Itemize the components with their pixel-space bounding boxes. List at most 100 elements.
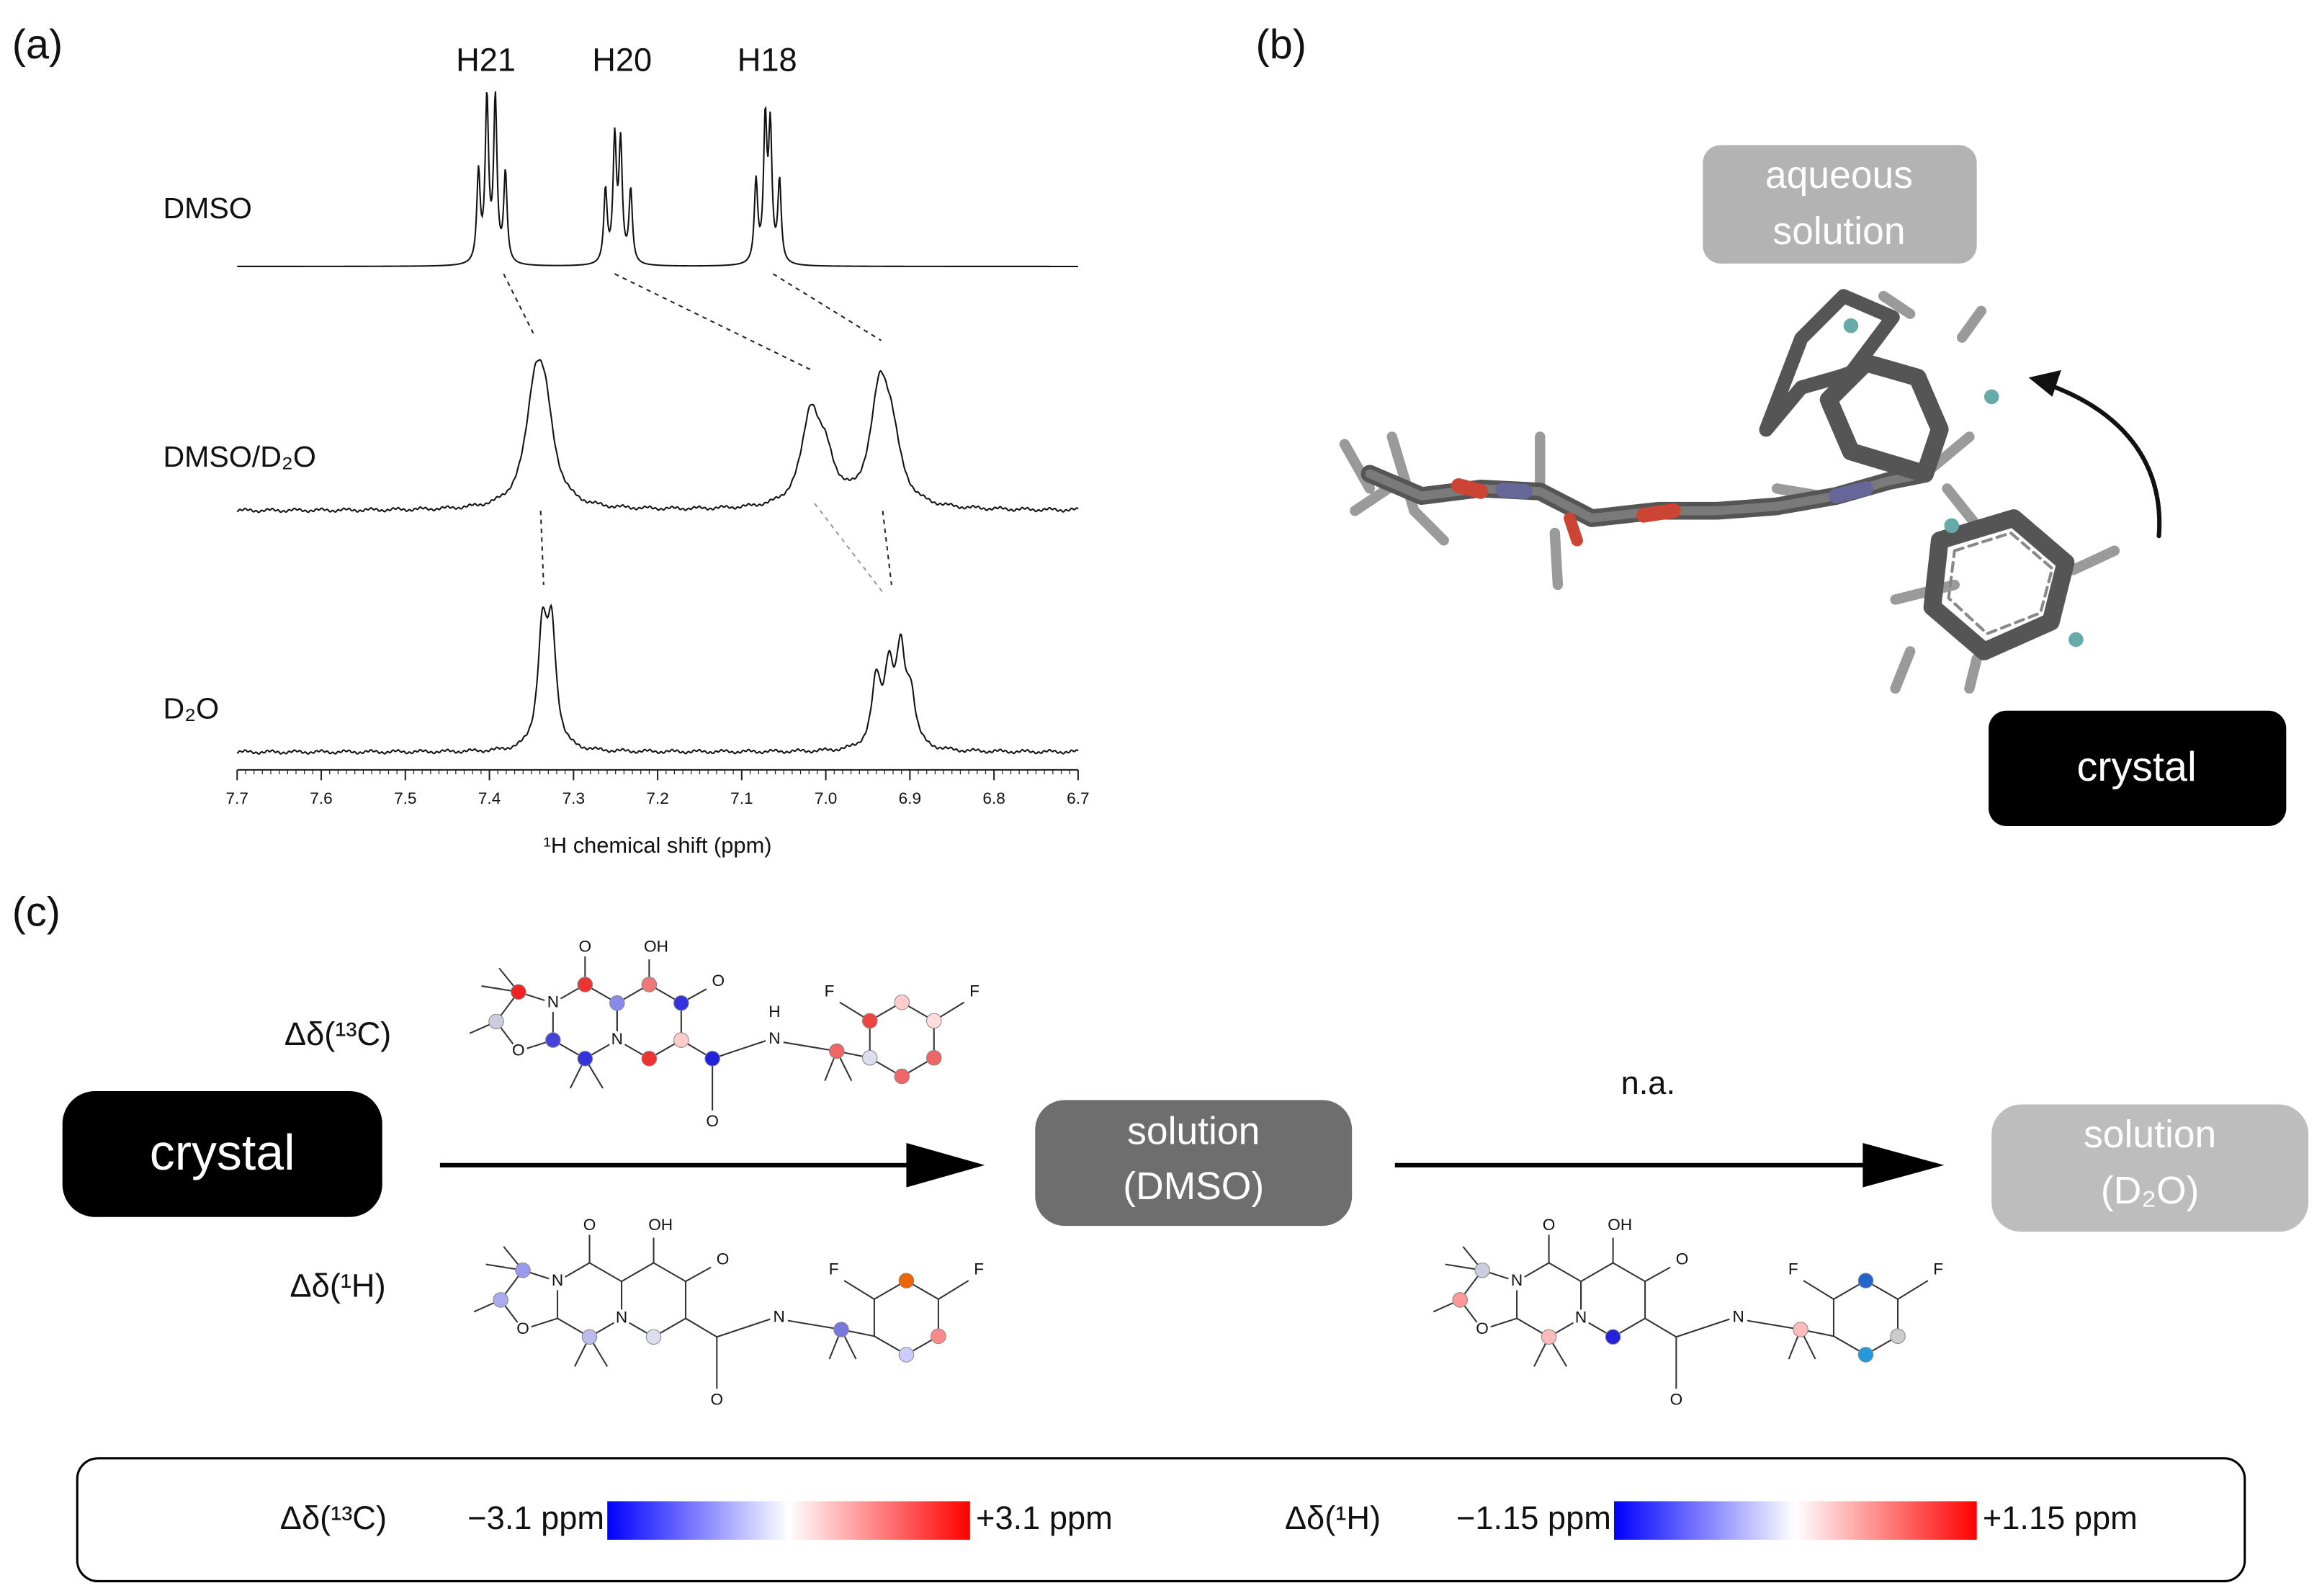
x-tick-label: 6.7: [1067, 789, 1089, 807]
atom-label-bg: [1540, 1216, 1558, 1235]
atom-label: N: [768, 1029, 780, 1047]
atom-label-bg: [1929, 1261, 1947, 1280]
atom-shift: [577, 1051, 593, 1067]
x-tick-label: 6.8: [982, 789, 1005, 807]
bond: [1803, 1280, 1834, 1300]
x-tick-label: 7.0: [815, 789, 837, 807]
x-tick-label: 7.3: [562, 789, 585, 807]
atom-label: O: [1670, 1391, 1683, 1409]
atom-label-bg: [770, 1309, 788, 1327]
arrow-head: [906, 1142, 985, 1188]
atom-shift: [1857, 1273, 1874, 1288]
atom-shift: [1890, 1328, 1906, 1345]
atom-label-bg: [707, 1391, 726, 1409]
atom-label: O: [516, 1319, 529, 1337]
molecule: O OH O N N O N O F F: [473, 1216, 988, 1409]
atom-shift: [704, 1051, 720, 1067]
molecule: O OH O N N O N O F F H: [469, 938, 984, 1131]
atom-shift: [493, 1292, 508, 1308]
atom-label: N: [616, 1309, 627, 1327]
ring: [869, 1001, 935, 1077]
x-tick-label: 7.1: [730, 789, 753, 807]
atom-label-bg: [1610, 1216, 1629, 1235]
atom-shift: [925, 1013, 942, 1029]
state-box: [1991, 1104, 2309, 1232]
atom-shift: [645, 1329, 662, 1345]
atom-label-bg: [651, 1216, 670, 1235]
atom-label-bg: [825, 1261, 843, 1280]
atom-label: O: [1676, 1250, 1689, 1268]
atom-label: O: [717, 1250, 730, 1268]
bond: [938, 1280, 969, 1300]
atom-label: O: [712, 972, 725, 990]
atom-label: F: [1788, 1260, 1798, 1278]
atom-label-bg: [714, 1251, 732, 1269]
peak-connectors: [503, 273, 892, 593]
atom-label: F: [1933, 1260, 1943, 1278]
peak-label: H20: [592, 41, 652, 78]
atom-label-bg: [1473, 1320, 1492, 1339]
state-box-text: solution: [1772, 210, 1905, 253]
atom-shift: [829, 1043, 845, 1059]
row-label: Δδ(¹H): [290, 1267, 385, 1304]
atom-label-bg: [580, 1216, 599, 1235]
atom-label: N: [547, 993, 559, 1011]
atom-label: N: [1733, 1308, 1744, 1326]
atom-label: O: [579, 938, 592, 956]
atom-label-bg: [969, 1261, 988, 1280]
atom-label: N: [1511, 1271, 1523, 1289]
atom-label: O: [512, 1041, 525, 1059]
legend-min: −3.1 ppm: [467, 1499, 604, 1536]
atom-shift: [1541, 1329, 1557, 1345]
atom-label-bg: [766, 1030, 784, 1049]
atom-label-bg: [766, 1003, 784, 1022]
state-box: [62, 1091, 382, 1217]
atom-shift: [861, 1049, 878, 1066]
state-box-text: crystal: [150, 1124, 295, 1180]
bond: [685, 1317, 717, 1338]
x-axis-label: ¹H chemical shift (ppm): [544, 833, 772, 858]
atom-shift: [1452, 1292, 1469, 1308]
atom-label-bg: [1729, 1309, 1748, 1327]
atom-shift: [577, 977, 593, 992]
legend-max: +3.1 ppm: [976, 1499, 1113, 1536]
state-box-text: solution: [2084, 1113, 2216, 1156]
atom-label-bg: [1673, 1251, 1691, 1269]
atom-label: F: [974, 1260, 984, 1278]
panel-label: (a): [12, 22, 63, 68]
atom-label: N: [773, 1308, 784, 1326]
atom-label-bg: [548, 1272, 567, 1291]
atom-shift: [581, 1329, 598, 1345]
state-box: [1035, 1100, 1353, 1227]
atom-label-bg: [612, 1309, 631, 1327]
ring: [1516, 1262, 1582, 1338]
peak-label: H18: [738, 41, 797, 78]
state-box: [1703, 145, 1977, 264]
atom-label-bg: [544, 994, 562, 1013]
nmr-trace: [236, 604, 1079, 756]
state-box: [1989, 710, 2287, 827]
atom-shift: [515, 1262, 531, 1278]
atom-label: O: [1476, 1319, 1489, 1337]
atom-label: N: [611, 1030, 623, 1048]
atom-label: O: [583, 1216, 596, 1234]
ring: [620, 1262, 687, 1338]
legend-label: Δδ(¹H): [1285, 1499, 1381, 1536]
atom-label-bg: [608, 1031, 627, 1049]
nmr-trace: [236, 359, 1079, 514]
color-bar: [607, 1501, 970, 1540]
atom-label: O: [706, 1112, 719, 1130]
atom-label-bg: [820, 982, 838, 1001]
atom-shift: [898, 1273, 915, 1288]
atom-label-bg: [1667, 1391, 1685, 1409]
atom-label: N: [1575, 1309, 1587, 1327]
atom-label-bg: [576, 938, 594, 956]
bond: [1747, 1319, 1801, 1330]
state-box-text: (DMSO): [1123, 1165, 1264, 1208]
atom-shift: [545, 1032, 561, 1048]
atom-label-bg: [514, 1320, 532, 1339]
ring: [552, 983, 618, 1059]
x-tick-label: 7.5: [394, 789, 416, 807]
